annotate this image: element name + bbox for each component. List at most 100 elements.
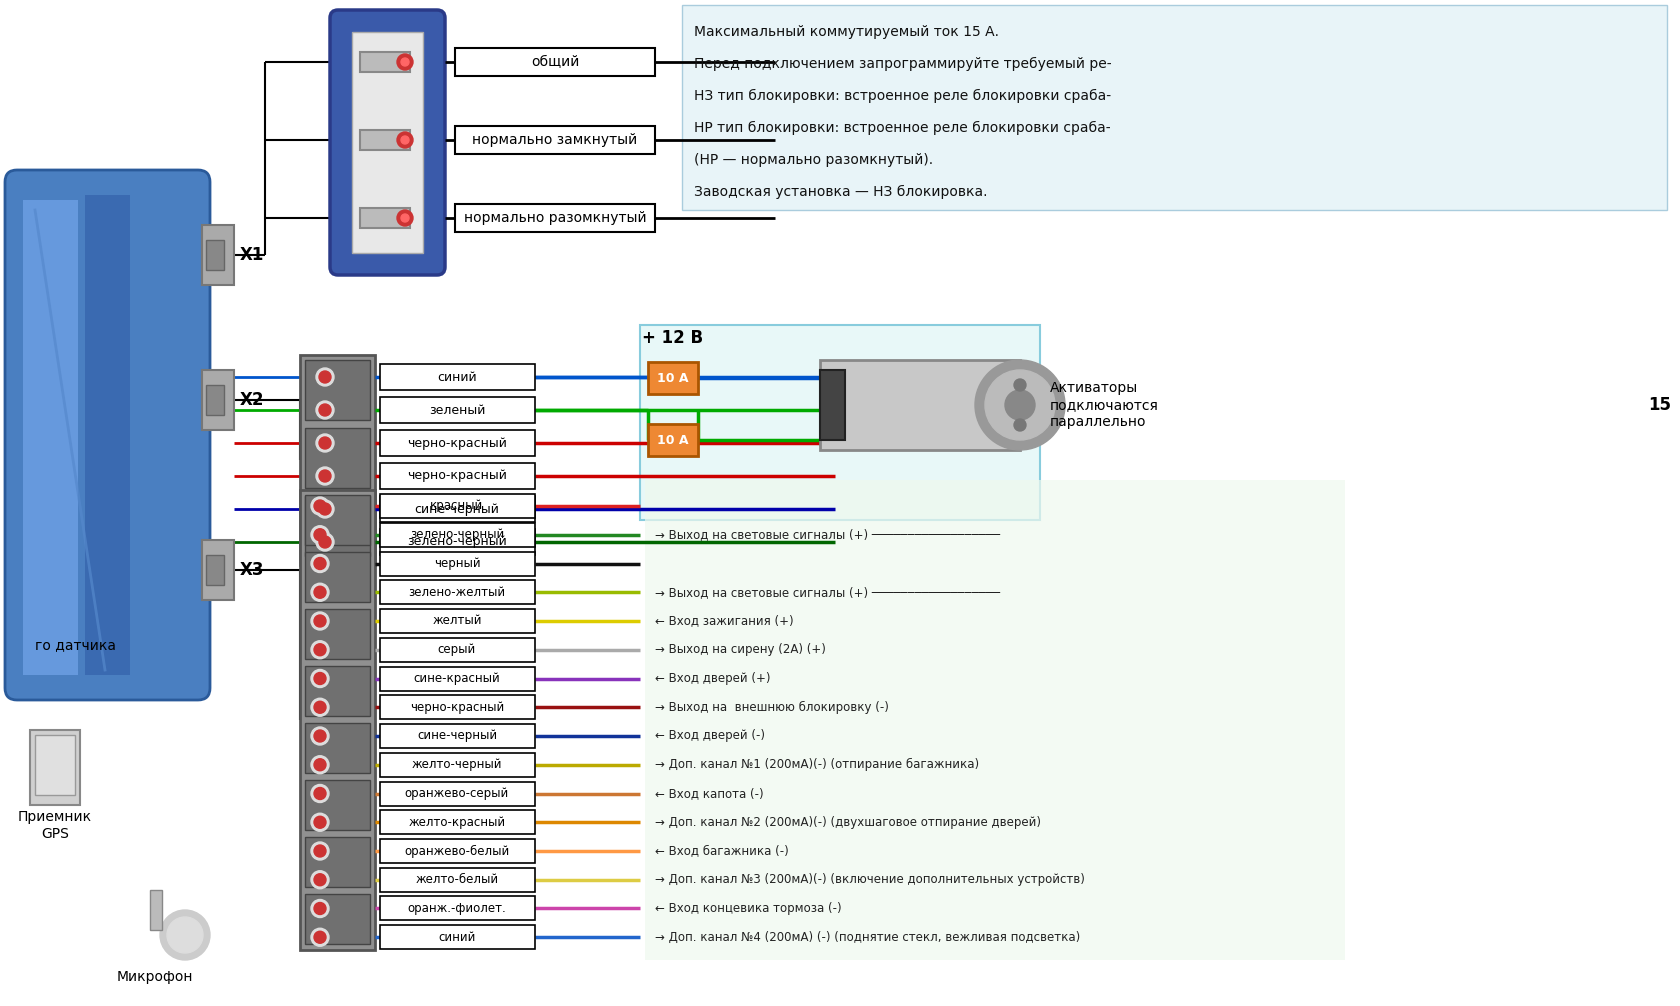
Text: синий: синий bbox=[438, 931, 475, 944]
Bar bbox=[86, 195, 129, 675]
Circle shape bbox=[316, 368, 334, 386]
Bar bbox=[380, 523, 534, 546]
Text: оранжево-серый: оранжево-серый bbox=[405, 787, 509, 800]
Bar bbox=[207, 240, 223, 270]
Bar bbox=[304, 723, 370, 773]
Bar bbox=[35, 735, 76, 795]
Bar bbox=[380, 397, 534, 423]
Bar bbox=[202, 225, 234, 285]
Text: → Доп. канал №3 (200мА)(-) (включение дополнительных устройств): → Доп. канал №3 (200мА)(-) (включение до… bbox=[655, 873, 1084, 886]
Text: Микрофон: Микрофон bbox=[116, 970, 193, 984]
Circle shape bbox=[166, 917, 203, 953]
Circle shape bbox=[311, 929, 329, 947]
Text: зелено-черный: зелено-черный bbox=[407, 535, 507, 548]
Circle shape bbox=[314, 586, 326, 599]
Bar bbox=[30, 730, 81, 805]
Text: желто-белый: желто-белый bbox=[415, 873, 499, 886]
Text: сине-черный: сине-черный bbox=[415, 503, 499, 515]
Circle shape bbox=[314, 902, 326, 914]
Bar bbox=[304, 496, 370, 556]
Bar bbox=[645, 480, 1344, 960]
Bar bbox=[380, 494, 534, 518]
Circle shape bbox=[316, 434, 334, 452]
Circle shape bbox=[311, 756, 329, 774]
Bar bbox=[24, 200, 77, 675]
Bar bbox=[304, 552, 370, 602]
Circle shape bbox=[316, 401, 334, 420]
Text: 10 А: 10 А bbox=[657, 434, 689, 447]
Circle shape bbox=[314, 845, 326, 857]
Bar bbox=[380, 782, 534, 806]
Text: Максимальный коммутируемый ток 15 А.: Максимальный коммутируемый ток 15 А. bbox=[694, 25, 998, 39]
Circle shape bbox=[314, 615, 326, 627]
Text: черно-красный: черно-красный bbox=[407, 470, 507, 483]
Circle shape bbox=[311, 871, 329, 888]
Text: сине-черный: сине-черный bbox=[417, 729, 497, 742]
Bar bbox=[380, 810, 534, 834]
Circle shape bbox=[319, 536, 331, 548]
Circle shape bbox=[396, 210, 413, 226]
Text: черно-красный: черно-красный bbox=[410, 701, 504, 713]
Circle shape bbox=[402, 136, 408, 144]
Bar bbox=[380, 638, 534, 662]
FancyBboxPatch shape bbox=[5, 170, 210, 700]
Circle shape bbox=[311, 727, 329, 745]
Circle shape bbox=[402, 214, 408, 222]
Text: зеленый: зеленый bbox=[428, 403, 486, 416]
Bar bbox=[647, 424, 697, 456]
Circle shape bbox=[311, 785, 329, 803]
Bar bbox=[380, 496, 534, 522]
Text: X1: X1 bbox=[240, 246, 264, 264]
Circle shape bbox=[314, 529, 326, 541]
Text: 15: 15 bbox=[1648, 396, 1670, 414]
Bar bbox=[380, 926, 534, 950]
Text: го датчика: го датчика bbox=[35, 638, 116, 652]
Bar bbox=[299, 355, 375, 565]
Bar bbox=[380, 896, 534, 920]
Text: + 12 В: + 12 В bbox=[642, 329, 702, 347]
Circle shape bbox=[396, 132, 413, 148]
Text: X3: X3 bbox=[240, 561, 264, 579]
Text: сине-красный: сине-красный bbox=[413, 672, 501, 685]
Text: желто-красный: желто-красный bbox=[408, 816, 506, 829]
Bar bbox=[202, 540, 234, 600]
Bar bbox=[304, 780, 370, 830]
Text: → Выход на световые сигналы (+) ──────────────────: → Выход на световые сигналы (+) ────────… bbox=[655, 528, 1000, 541]
Text: желтый: желтый bbox=[432, 615, 482, 628]
Text: X2: X2 bbox=[240, 391, 264, 409]
Circle shape bbox=[319, 470, 331, 482]
Text: (НР — нормально разомкнутый).: (НР — нормально разомкнутый). bbox=[694, 153, 932, 167]
Circle shape bbox=[1005, 390, 1035, 420]
Bar bbox=[380, 609, 534, 633]
Circle shape bbox=[311, 526, 329, 544]
Bar bbox=[380, 724, 534, 748]
Circle shape bbox=[974, 360, 1065, 450]
Text: зелено-черный: зелено-черный bbox=[410, 528, 504, 541]
Circle shape bbox=[314, 788, 326, 800]
Circle shape bbox=[311, 813, 329, 831]
Text: черный: черный bbox=[433, 557, 480, 570]
Bar bbox=[304, 894, 370, 944]
Text: нормально замкнутый: нормально замкнутый bbox=[472, 133, 637, 147]
Circle shape bbox=[319, 437, 331, 449]
Bar bbox=[202, 370, 234, 430]
FancyBboxPatch shape bbox=[329, 10, 445, 275]
Text: черно-красный: черно-красный bbox=[407, 437, 507, 450]
Circle shape bbox=[311, 612, 329, 630]
Circle shape bbox=[316, 467, 334, 485]
Text: НР тип блокировки: встроенное реле блокировки сраба-: НР тип блокировки: встроенное реле блоки… bbox=[694, 121, 1110, 135]
Text: красный: красный bbox=[430, 500, 484, 512]
Circle shape bbox=[319, 404, 331, 416]
Text: общий: общий bbox=[531, 55, 580, 69]
Bar bbox=[647, 362, 697, 394]
Circle shape bbox=[314, 874, 326, 885]
Text: серый: серый bbox=[437, 643, 475, 656]
Bar bbox=[304, 666, 370, 716]
Bar bbox=[299, 490, 375, 950]
Bar bbox=[380, 463, 534, 489]
Circle shape bbox=[1013, 379, 1025, 391]
Bar bbox=[304, 495, 370, 545]
Bar bbox=[360, 208, 410, 228]
Bar bbox=[455, 126, 655, 154]
Circle shape bbox=[314, 932, 326, 944]
